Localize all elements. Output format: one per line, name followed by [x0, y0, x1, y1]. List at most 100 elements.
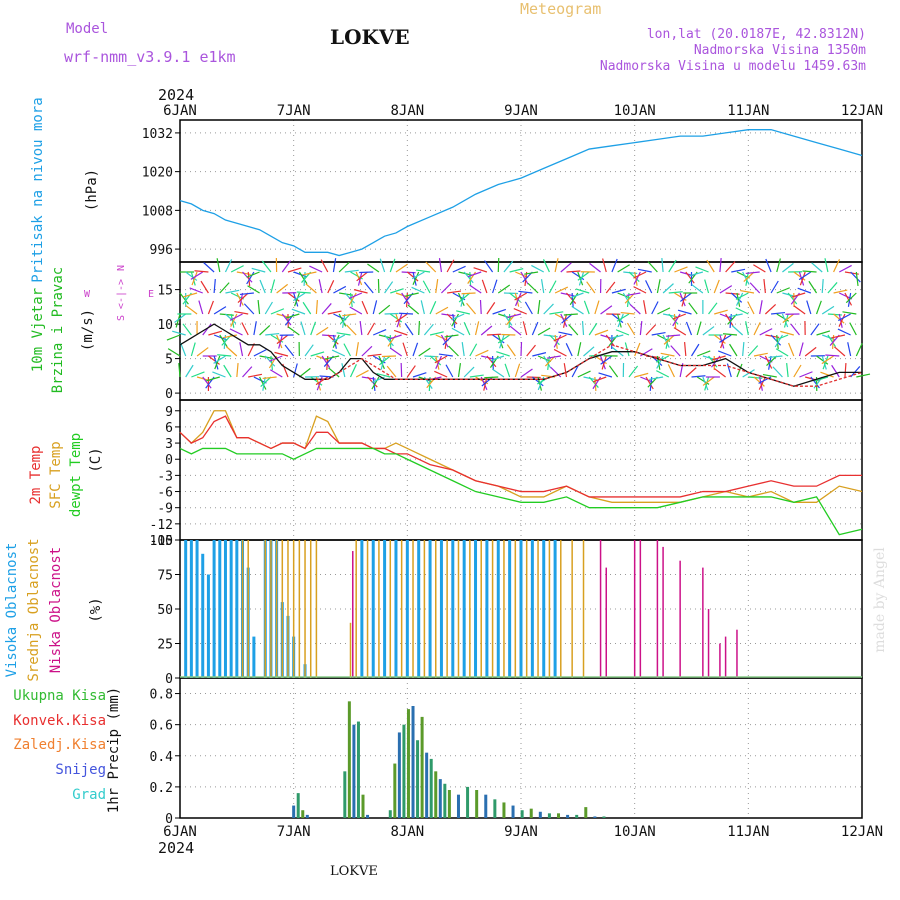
- sfc-temp-line: [179, 410, 863, 503]
- meteogram-label: Meteogram: [520, 0, 601, 18]
- precip-bar: [602, 816, 606, 818]
- wind-arrow: [484, 376, 499, 379]
- wind-arrow: [768, 355, 783, 359]
- wind-arrow: [554, 334, 558, 349]
- wind-arrow: [338, 261, 350, 273]
- wind-arrow: [802, 270, 817, 273]
- wind-arrow: [822, 355, 829, 370]
- wind-arrow: [310, 351, 325, 357]
- precip-legend-1: Konvek.Kisa: [13, 713, 106, 729]
- wind-arrow: [844, 292, 853, 306]
- wind-arrow: [537, 300, 541, 315]
- wind-arrow: [691, 284, 704, 294]
- wind-arrow: [179, 292, 189, 305]
- wind-arrow: [486, 355, 497, 368]
- wind-arrow: [720, 334, 727, 349]
- wind-arrow: [276, 334, 289, 345]
- wind-arrow: [722, 333, 738, 336]
- cloud-bar-high: [189, 540, 193, 678]
- wind-arrow: [202, 323, 212, 336]
- wind-arrow: [418, 320, 421, 336]
- wind-arrow: [663, 334, 675, 345]
- wind-arrow: [376, 373, 391, 378]
- y-tick-label: 3: [165, 437, 173, 452]
- wind-arrow: [776, 258, 781, 273]
- wind-arrow: [598, 372, 613, 378]
- wind-arrow: [393, 329, 408, 336]
- wind-arrow: [386, 365, 397, 378]
- cloud-bar-mid: [491, 540, 494, 678]
- footer-title: LOKVE: [330, 864, 378, 879]
- wind-arrow: [422, 280, 431, 294]
- wind-arrow: [583, 300, 590, 315]
- cloud-bar-low: [599, 540, 602, 678]
- wind-arrow: [486, 302, 496, 315]
- wind-arrow: [284, 344, 295, 357]
- wind-arrow: [742, 369, 755, 378]
- wind-arrow: [466, 302, 476, 315]
- wind-arrow: [434, 355, 448, 364]
- wind-arrow: [600, 355, 613, 365]
- wind-arrow: [492, 308, 507, 315]
- wind-arrow: [445, 364, 454, 378]
- wind-arrow: [247, 343, 255, 357]
- wind-arrow: [571, 364, 580, 378]
- credit-label: made by Angel: [872, 547, 888, 653]
- wind-arrow: [553, 334, 567, 342]
- wind-arrow: [838, 313, 843, 328]
- wind-arrow: [359, 321, 363, 336]
- wind-arrow: [633, 271, 641, 285]
- wind-arrow: [509, 325, 522, 336]
- precip-bar: [343, 771, 347, 818]
- wind-arrow: [509, 268, 524, 273]
- wind-arrow: [198, 300, 204, 315]
- wind-arrow: [626, 322, 636, 336]
- wind-arrow: [531, 376, 544, 387]
- wind-arrow: [611, 258, 618, 273]
- cloud-bar-mid: [378, 540, 380, 678]
- wind-arrow: [203, 262, 215, 273]
- precip-bar: [456, 794, 460, 818]
- wind-arrow: [172, 330, 186, 336]
- wind-arrow: [849, 322, 857, 336]
- wind-arrow: [837, 313, 851, 322]
- wind-arrow: [617, 313, 624, 328]
- wind-arrow: [213, 306, 227, 315]
- wind-arrow: [758, 376, 766, 390]
- wind-arrow: [806, 300, 812, 315]
- wind-arrow: [838, 313, 846, 327]
- wind-arrow: [842, 311, 857, 315]
- wind-arrow: [640, 348, 653, 357]
- precip-bar: [566, 814, 570, 818]
- wind-arrow: [766, 355, 778, 366]
- cloud-bar-high: [195, 540, 199, 678]
- wind-arrow: [451, 327, 465, 336]
- precip-bar: [305, 814, 309, 818]
- cloud-bar-mid: [292, 540, 295, 678]
- wind-arrow: [745, 271, 760, 275]
- wind-arrow: [349, 306, 363, 315]
- wind-arrow: [234, 310, 249, 315]
- wind-arrow: [548, 334, 560, 346]
- cloud-bar-mid: [457, 540, 460, 678]
- wind-arrow: [514, 292, 520, 307]
- wind-arrow: [367, 353, 382, 357]
- precip-bar: [406, 709, 410, 818]
- wind-arrow: [481, 376, 493, 387]
- wind-arrow: [270, 279, 276, 294]
- wind-arrow: [216, 258, 221, 273]
- precip-bar: [538, 811, 542, 818]
- wind-arrow: [463, 321, 471, 336]
- wind-arrow: [714, 368, 726, 378]
- wind-arrow: [302, 271, 317, 276]
- wind-arrow: [651, 301, 659, 315]
- wind-arrow: [461, 342, 465, 357]
- wind-arrow: [689, 271, 704, 277]
- cloud-bar-low: [724, 636, 727, 678]
- cloud-bar-mid: [304, 540, 306, 678]
- wind-arrow: [332, 334, 346, 343]
- precip-bar: [416, 740, 420, 818]
- cloud-bar-low: [352, 551, 354, 678]
- wind-arrow: [219, 282, 230, 294]
